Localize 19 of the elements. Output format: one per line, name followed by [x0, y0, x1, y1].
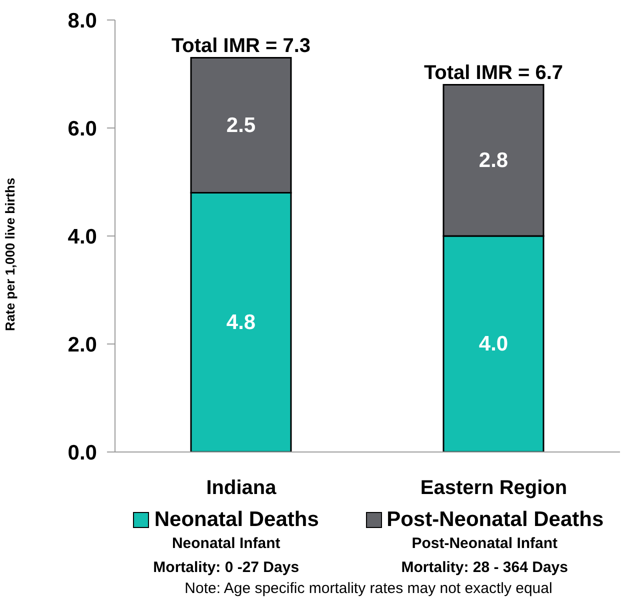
y-tick-label: 8.0: [68, 9, 97, 32]
data-label: 2.8: [478, 148, 508, 172]
x-tick-label: Eastern Region: [420, 477, 568, 500]
total-label: Total IMR = 7.3: [171, 34, 311, 57]
x-tick-label: Indiana: [206, 477, 278, 500]
data-label: 4.8: [226, 310, 256, 334]
data-label: 2.5: [226, 114, 256, 137]
text: Neonatal Infant Mortality: 0 -27 Days: [152, 534, 300, 578]
text: Post-Neonatal Infant Mortality: 28 - 364 Days: [400, 534, 569, 578]
text: Note: Age specific mortality rates may not exactly equal: [184, 580, 554, 597]
y-axis-title: Rate per 1,000 live births: [2, 178, 18, 331]
y-tick-label: 4.0: [68, 225, 97, 248]
legend-label: Neonatal Deaths: [153, 508, 319, 532]
y-tick-label: 6.0: [68, 117, 97, 140]
legend-label: Post-Neonatal Deaths: [386, 508, 604, 532]
y-tick-label: 0.0: [68, 441, 97, 464]
y-tick-label: 2.0: [68, 333, 97, 356]
total-label: Total IMR = 6.7: [424, 62, 564, 84]
data-label: 4.0: [478, 332, 508, 356]
